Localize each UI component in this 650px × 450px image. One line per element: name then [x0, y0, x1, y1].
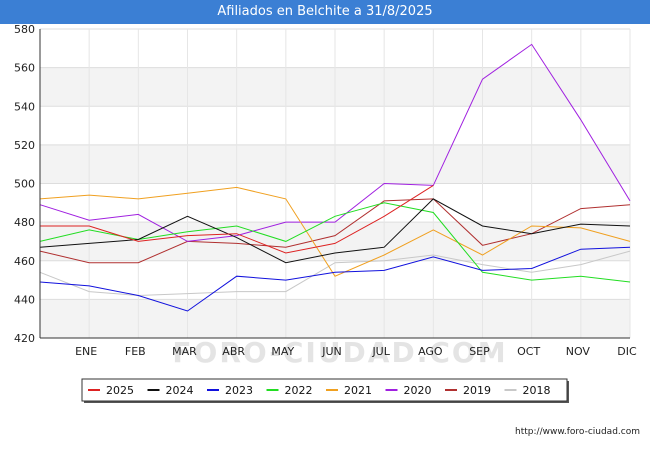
- legend-label-2023: 2023: [225, 384, 253, 397]
- x-tick-label: DIC: [617, 345, 637, 358]
- legend-label-2018: 2018: [523, 384, 551, 397]
- y-tick-label: 420: [14, 332, 35, 345]
- x-tick-labels: ENE FEB MAR ABR MAY JUN JUL AGO SEP OCT NOV DIC: [75, 345, 637, 358]
- legend-box: [81, 378, 568, 402]
- y-tick-label: 480: [14, 216, 35, 229]
- y-tick-label: 440: [14, 293, 35, 306]
- x-tick-label: SEP: [469, 345, 490, 358]
- gridlines: [40, 28, 631, 339]
- legend-label-2020: 2020: [404, 384, 432, 397]
- x-tick-label: OCT: [517, 345, 540, 358]
- series-line-2023: [39, 246, 631, 312]
- series-line-2025: [40, 184, 434, 254]
- y-tick-label: 560: [14, 62, 35, 75]
- x-tick-label: MAY: [271, 345, 294, 358]
- x-tick-label: AGO: [418, 345, 443, 358]
- legend-label-2024: 2024: [166, 384, 194, 397]
- y-tick-label: 540: [14, 100, 35, 113]
- series-line-2024: [39, 198, 631, 264]
- x-tick-label: JUN: [321, 345, 342, 358]
- chart-title: Afiliados en Belchite a 31/8/2025: [0, 0, 650, 24]
- source-credit: http://www.foro-ciudad.com: [515, 427, 640, 437]
- y-tick-label: 460: [14, 255, 35, 268]
- y-tick-label: 580: [14, 23, 35, 36]
- y-tick-label: 500: [14, 178, 35, 191]
- legend-label-2019: 2019: [463, 384, 491, 397]
- series-line-2020: [39, 43, 631, 242]
- watermark: FORO-CIUDAD.COM: [172, 336, 507, 369]
- series-line-2021: [39, 186, 631, 277]
- legend-label-2021: 2021: [344, 384, 372, 397]
- x-tick-label: JUL: [371, 345, 390, 358]
- legend: 2025 2024 2023 2022 2021 2020 2019 2018: [81, 378, 569, 403]
- axes: [39, 29, 630, 339]
- x-tick-label: FEB: [125, 345, 146, 358]
- x-tick-label: ENE: [75, 345, 97, 358]
- x-tick-label: ABR: [222, 345, 245, 358]
- x-tick-label: MAR: [172, 345, 197, 358]
- x-tick-label: NOV: [566, 345, 591, 358]
- y-tick-labels: 420 440 460 480 500 520 540 560 580: [14, 23, 35, 345]
- legend-label-2025: 2025: [106, 384, 134, 397]
- series-lines: [39, 43, 631, 312]
- legend-label-2022: 2022: [285, 384, 313, 397]
- y-tick-label: 520: [14, 139, 35, 152]
